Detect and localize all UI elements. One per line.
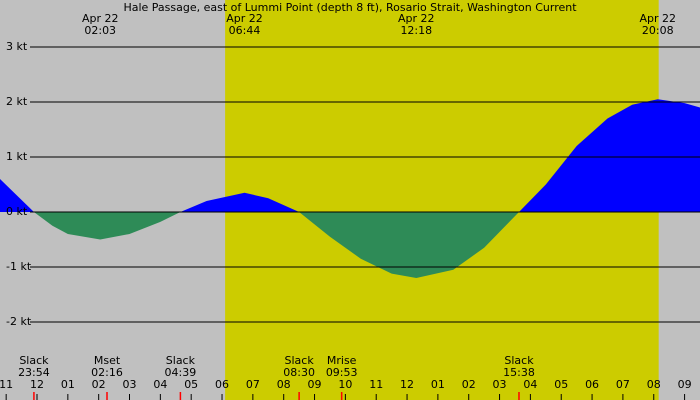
event-name: Slack (285, 354, 315, 367)
y-tick-label: 1 kt (6, 150, 28, 163)
x-tick-label: 10 (338, 378, 352, 391)
x-tick-label: 12 (30, 378, 44, 391)
x-tick-label: 03 (493, 378, 507, 391)
event-time: 02:03 (84, 24, 116, 37)
event-time: 02:16 (91, 366, 123, 379)
chart-title: Hale Passage, east of Lummi Point (depth… (123, 1, 577, 14)
event-time: 15:38 (503, 366, 535, 379)
x-tick-label: 06 (585, 378, 599, 391)
event-name: Slack (504, 354, 534, 367)
event-time: 12:18 (400, 24, 432, 37)
x-tick-label: 07 (246, 378, 260, 391)
event-date: Apr 22 (226, 12, 263, 25)
y-tick-label: 0 kt (6, 205, 28, 218)
x-tick-label: 03 (123, 378, 137, 391)
y-tick-label: -2 kt (6, 315, 32, 328)
event-time: 06:44 (229, 24, 261, 37)
event-date: Apr 22 (82, 12, 119, 25)
event-name: Slack (19, 354, 49, 367)
x-tick-label: 01 (61, 378, 75, 391)
x-tick-label: 05 (184, 378, 198, 391)
x-tick-label: 04 (523, 378, 537, 391)
x-tick-label: 01 (431, 378, 445, 391)
event-date: Apr 22 (398, 12, 435, 25)
x-tick-label: 04 (153, 378, 167, 391)
x-tick-label: 11 (0, 378, 13, 391)
y-tick-label: 3 kt (6, 40, 28, 53)
event-time: 20:08 (642, 24, 674, 37)
event-name: Mrise (327, 354, 357, 367)
event-time: 04:39 (165, 366, 197, 379)
x-tick-label: 09 (678, 378, 692, 391)
event-time: 08:30 (283, 366, 315, 379)
y-tick-label: 2 kt (6, 95, 28, 108)
x-tick-label: 09 (308, 378, 322, 391)
event-name: Slack (166, 354, 196, 367)
x-tick-label: 08 (277, 378, 291, 391)
x-tick-label: 08 (647, 378, 661, 391)
event-time: 23:54 (18, 366, 50, 379)
event-date: Apr 22 (639, 12, 676, 25)
x-tick-label: 02 (92, 378, 106, 391)
x-tick-label: 05 (554, 378, 568, 391)
x-tick-label: 06 (215, 378, 229, 391)
ebb-area (0, 212, 700, 278)
x-tick-label: 02 (462, 378, 476, 391)
x-tick-label: 12 (400, 378, 414, 391)
y-tick-label: -1 kt (6, 260, 32, 273)
event-name: Mset (94, 354, 121, 367)
x-tick-label: 11 (369, 378, 383, 391)
event-time: 09:53 (326, 366, 358, 379)
flood-area (0, 99, 700, 212)
x-tick-label: 07 (616, 378, 630, 391)
